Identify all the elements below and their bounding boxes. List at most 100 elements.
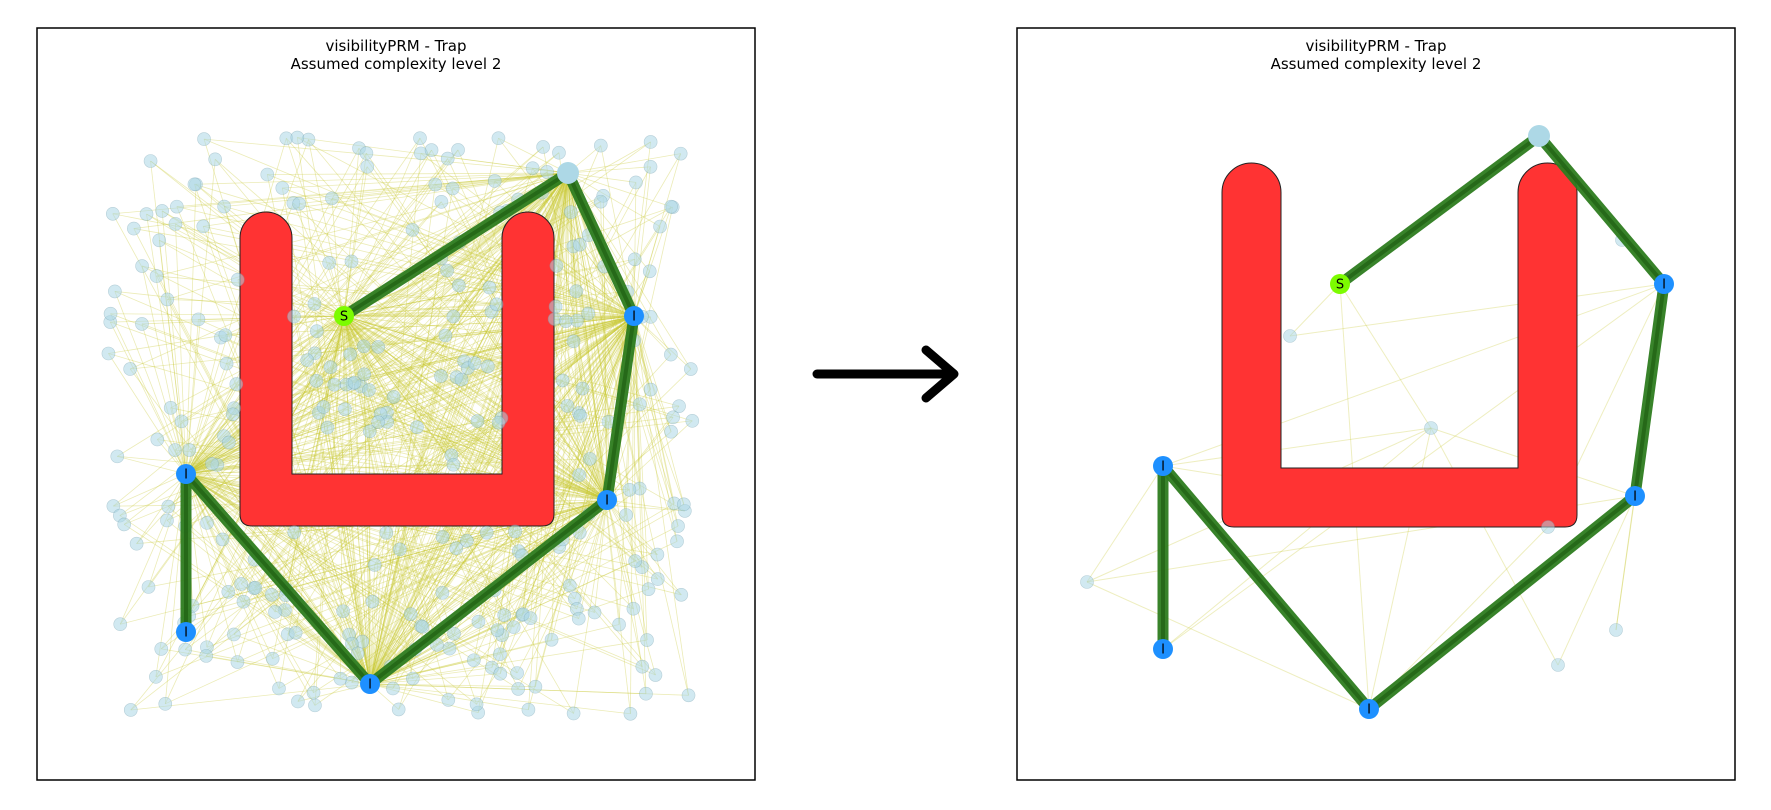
sample-node: [643, 382, 658, 397]
sample-node: [670, 534, 684, 549]
roadmap-edge: [633, 166, 651, 317]
sample-node: [230, 655, 245, 669]
right-key-nodes: S I I I I I: [1153, 125, 1674, 719]
roadmap-edge: [369, 188, 454, 685]
sample-node: [308, 698, 322, 713]
sample-node: [489, 297, 504, 312]
sample-node: [178, 642, 192, 657]
sample-node: [506, 620, 521, 634]
panel-left-title-line1: visibilityPRM - Trap: [325, 37, 466, 55]
sample-node: [632, 397, 647, 412]
sample-node: [525, 161, 540, 175]
roadmap-edge: [343, 149, 459, 317]
roadmap-edge: [185, 473, 414, 679]
sample-node: [110, 449, 125, 464]
roadmap-edge: [491, 315, 635, 668]
roadmap-edge: [567, 172, 661, 227]
roadmap-edge: [574, 499, 608, 599]
sample-node: [101, 346, 116, 361]
sample-node: [664, 424, 678, 439]
roadmap-edge: [369, 588, 649, 685]
roadmap-edge: [606, 499, 659, 580]
arrow-head: [921, 345, 959, 403]
sample-node: [350, 646, 365, 661]
roadmap-edge: [369, 503, 675, 685]
sample-node: [338, 402, 352, 416]
sample-node: [622, 483, 637, 497]
sample-node: [371, 340, 385, 354]
sample-node: [493, 647, 507, 662]
roadmap-edge: [285, 315, 345, 590]
sample-node: [292, 196, 306, 211]
roadmap-edge: [185, 525, 371, 685]
sample-node: [127, 221, 141, 236]
roadmap-edge: [528, 315, 635, 710]
sample-node: [365, 594, 380, 609]
sample-node: [666, 410, 680, 425]
obstacle-shape: [239, 211, 555, 527]
roadmap-edge: [567, 172, 636, 562]
roadmap-edge: [343, 315, 502, 419]
sample-node: [152, 233, 167, 248]
right-path-segment-core: [1633, 282, 1666, 498]
roadmap-edge: [185, 149, 432, 475]
roadmap-edge: [1615, 495, 1636, 631]
roadmap-edge: [240, 315, 635, 585]
sample-node: [379, 526, 394, 540]
sample-node: [1609, 623, 1623, 637]
interface-node: [1153, 639, 1173, 659]
roadmap-edge: [606, 499, 643, 667]
interface-node-label: I: [184, 626, 188, 641]
sample-node: [547, 312, 562, 326]
roadmap-edge: [130, 172, 569, 711]
roadmap-edge: [185, 473, 503, 636]
sample-node: [264, 587, 279, 602]
roadmap-edge: [516, 499, 608, 674]
panel-left: visibilityPRM - Trap Assumed complexity …: [36, 27, 756, 781]
sample-node: [548, 299, 563, 314]
roadmap-edge: [314, 303, 608, 501]
sample-node: [642, 264, 657, 279]
sample-node: [441, 693, 456, 707]
sample-node: [544, 632, 559, 647]
sample-node: [191, 312, 206, 327]
sample-node: [566, 706, 581, 721]
sample-node: [323, 360, 338, 375]
sample-node: [681, 688, 696, 703]
sample-node: [583, 452, 597, 466]
sample-node: [306, 685, 321, 700]
sample-node: [523, 611, 538, 625]
sample-node: [356, 339, 371, 354]
roadmap-edge: [369, 427, 418, 685]
sample-node: [219, 356, 234, 371]
sample-node: [309, 373, 324, 388]
sample-node: [435, 586, 450, 600]
sample-node: [415, 620, 430, 634]
sample-node: [199, 649, 214, 663]
sample-node: [629, 175, 643, 190]
sample-node: [643, 159, 658, 174]
roadmap-edge: [366, 152, 608, 501]
roadmap-edge: [363, 374, 371, 685]
sample-node: [643, 135, 658, 149]
left-solution-path: [180, 167, 640, 690]
sample-node: [451, 143, 465, 157]
roadmap-edge: [1162, 427, 1432, 467]
roadmap-edge: [369, 145, 602, 685]
sample-node: [594, 138, 608, 153]
sample-node: [290, 130, 305, 145]
roadmap-edge: [343, 315, 346, 410]
roadmap-edge: [113, 473, 187, 507]
right-sample-nodes: [1080, 233, 1629, 672]
roadmap-edge: [308, 139, 345, 317]
roadmap-edge: [343, 146, 544, 317]
roadmap-edge: [160, 172, 569, 650]
sample-node: [540, 165, 554, 179]
roadmap-edge: [166, 520, 371, 685]
sample-node: [357, 367, 372, 382]
sample-node: [528, 679, 543, 694]
sample-node: [275, 181, 290, 195]
left-path-segment-core: [368, 498, 609, 686]
roadmap-edge: [567, 172, 641, 489]
roadmap-edge: [567, 166, 651, 174]
